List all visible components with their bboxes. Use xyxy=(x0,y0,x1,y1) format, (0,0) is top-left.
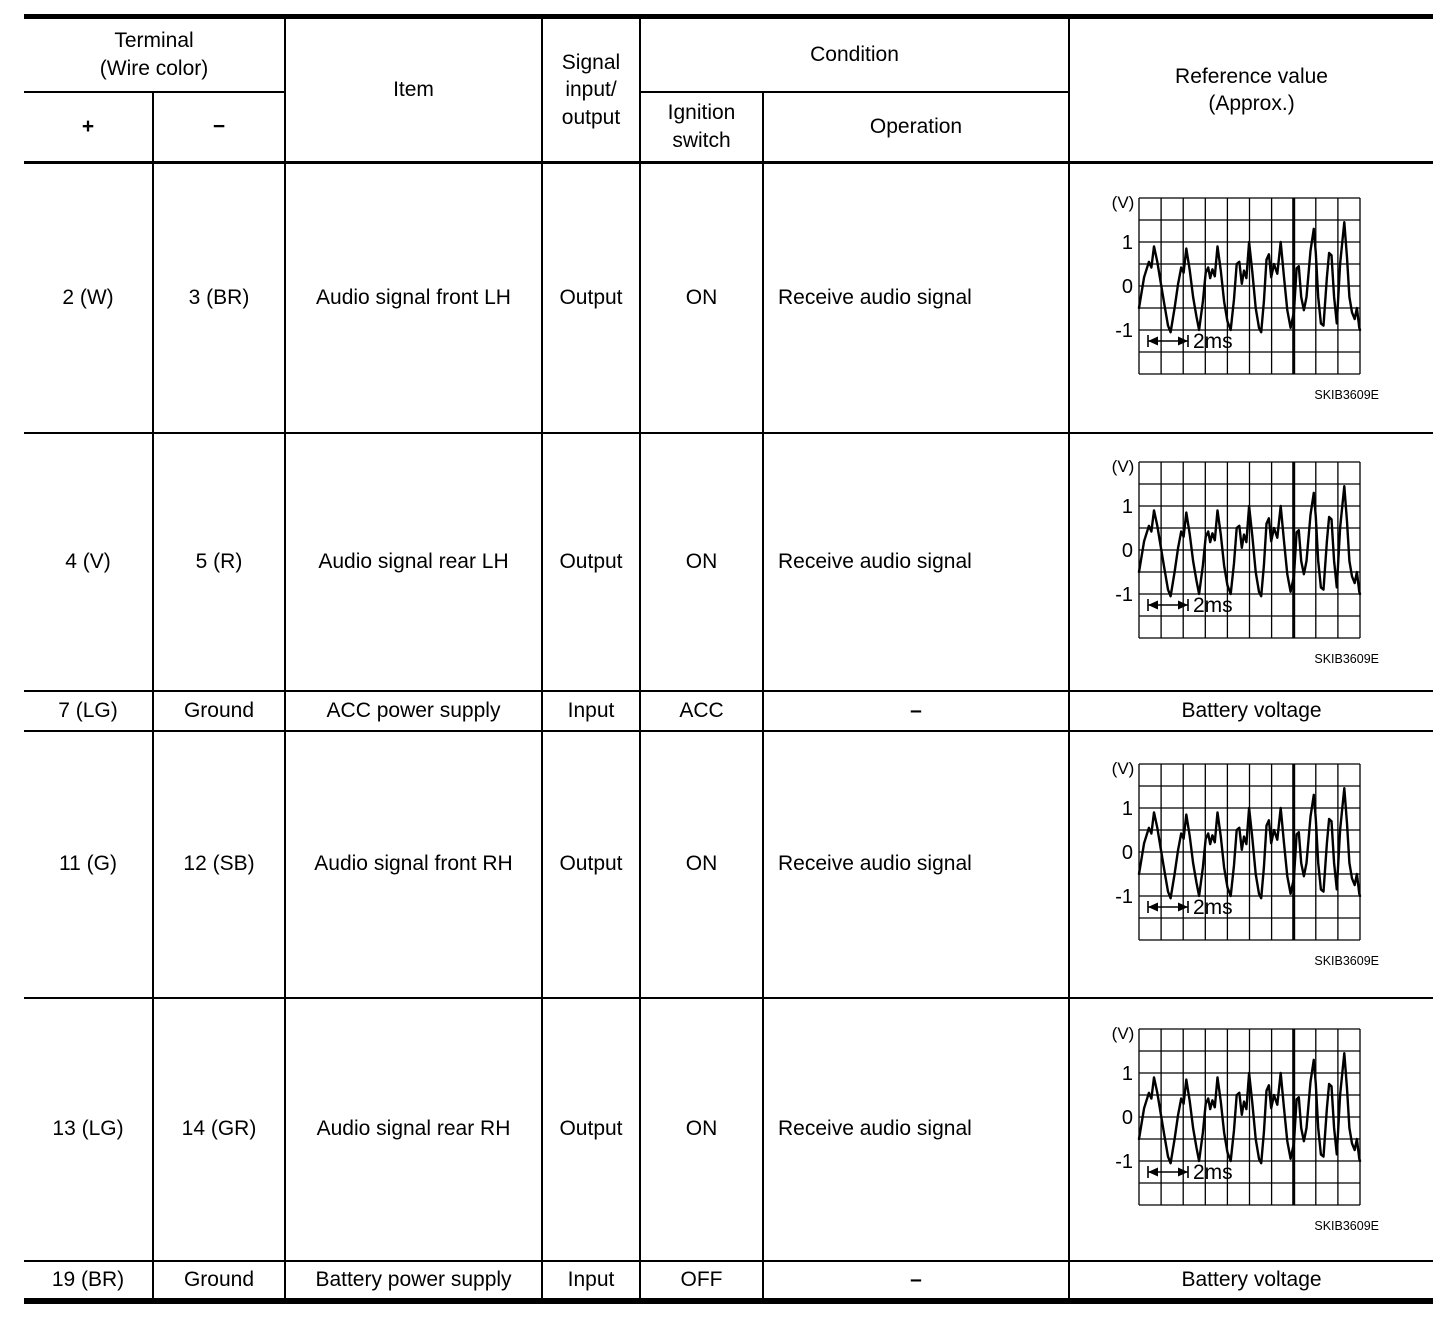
cell-item: Audio signal front RH xyxy=(284,729,543,999)
svg-text:2ms: 2ms xyxy=(1193,330,1233,353)
col-header-minus: − xyxy=(152,90,286,164)
svg-text:-1: -1 xyxy=(1115,886,1133,908)
svg-text:(V): (V) xyxy=(1111,193,1134,212)
cell-ignition-switch: ON xyxy=(639,161,764,434)
col-header-condition: Condition xyxy=(638,15,1071,93)
col-header-item: Item xyxy=(284,15,543,164)
svg-text:1: 1 xyxy=(1121,1063,1132,1085)
cell-signal-io: Output xyxy=(541,431,641,692)
cell-item: Audio signal front LH xyxy=(284,161,543,434)
cell-reference-value: Battery voltage xyxy=(1068,1259,1434,1302)
cell-signal-io: Output xyxy=(541,996,641,1262)
cell-operation: Receive audio signal xyxy=(761,431,1071,692)
cell-item: Audio signal rear RH xyxy=(284,996,543,1262)
cell-item: Battery power supply xyxy=(284,1259,543,1302)
col-header-plus: + xyxy=(24,90,154,164)
svg-text:1: 1 xyxy=(1121,496,1132,518)
cell-operation: – xyxy=(761,689,1071,732)
cell-terminal-plus: 2 (W) xyxy=(24,161,154,434)
waveform-chart: (V) 1 0 -1 2ms SKIB3609E xyxy=(1111,1024,1379,1233)
cell-reference-waveform: (V) 1 0 -1 2ms SKIB3609E xyxy=(1068,996,1434,1262)
waveform-chart: (V) 1 0 -1 2ms SKIB3609E xyxy=(1111,457,1379,666)
svg-text:2ms: 2ms xyxy=(1193,594,1233,617)
cell-terminal-plus: 13 (LG) xyxy=(24,996,154,1262)
table-row: 11 (G) 12 (SB) Audio signal front RH Out… xyxy=(24,729,1434,999)
cell-terminal-plus: 11 (G) xyxy=(24,729,154,999)
cell-terminal-plus: 19 (BR) xyxy=(24,1259,154,1302)
table-row: 2 (W) 3 (BR) Audio signal front LH Outpu… xyxy=(24,161,1434,434)
cell-ignition-switch: ACC xyxy=(639,689,764,732)
cell-operation: Receive audio signal xyxy=(761,996,1071,1262)
cell-signal-io: Output xyxy=(541,161,641,434)
cell-reference-waveform: (V) 1 0 -1 2ms SKIB3609E xyxy=(1068,431,1434,692)
cell-ignition-switch: OFF xyxy=(639,1259,764,1302)
col-header-signal-io: Signal input/ output xyxy=(541,15,641,164)
cell-terminal-plus: 7 (LG) xyxy=(24,689,154,732)
cell-operation: Receive audio signal xyxy=(761,729,1071,999)
cell-operation: – xyxy=(761,1259,1071,1302)
col-header-ignition-switch: Ignition switch xyxy=(639,90,764,164)
cell-signal-io: Input xyxy=(541,689,641,732)
cell-reference-waveform: (V) 1 0 -1 2ms SKIB3609E xyxy=(1068,161,1434,434)
cell-signal-io: Output xyxy=(541,729,641,999)
table-row: 13 (LG) 14 (GR) Audio signal rear RH Out… xyxy=(24,996,1434,1262)
svg-text:0: 0 xyxy=(1121,540,1132,562)
cell-terminal-minus: Ground xyxy=(152,689,286,732)
waveform-chart: (V) 1 0 -1 2ms SKIB3609E xyxy=(1111,759,1379,968)
cell-terminal-minus: 14 (GR) xyxy=(152,996,286,1262)
col-header-reference: Reference value (Approx.) xyxy=(1068,15,1434,164)
svg-text:(V): (V) xyxy=(1111,1024,1134,1043)
svg-text:1: 1 xyxy=(1121,798,1132,820)
cell-terminal-minus: Ground xyxy=(152,1259,286,1302)
svg-text:SKIB3609E: SKIB3609E xyxy=(1314,1219,1379,1233)
svg-text:0: 0 xyxy=(1121,1107,1132,1129)
cell-terminal-plus: 4 (V) xyxy=(24,431,154,692)
svg-text:-1: -1 xyxy=(1115,1151,1133,1173)
cell-item: ACC power supply xyxy=(284,689,543,732)
col-header-terminal: Terminal (Wire color) xyxy=(24,15,286,93)
svg-text:2ms: 2ms xyxy=(1193,896,1233,919)
svg-text:2ms: 2ms xyxy=(1193,1161,1233,1184)
cell-ignition-switch: ON xyxy=(639,729,764,999)
svg-text:(V): (V) xyxy=(1111,759,1134,778)
svg-text:SKIB3609E: SKIB3609E xyxy=(1314,388,1379,402)
cell-operation: Receive audio signal xyxy=(761,161,1071,434)
cell-signal-io: Input xyxy=(541,1259,641,1302)
svg-text:SKIB3609E: SKIB3609E xyxy=(1314,652,1379,666)
cell-reference-value: Battery voltage xyxy=(1068,689,1434,732)
cell-terminal-minus: 12 (SB) xyxy=(152,729,286,999)
svg-text:-1: -1 xyxy=(1115,584,1133,606)
cell-ignition-switch: ON xyxy=(639,996,764,1262)
cell-ignition-switch: ON xyxy=(639,431,764,692)
cell-reference-waveform: (V) 1 0 -1 2ms SKIB3609E xyxy=(1068,729,1434,999)
waveform-chart: (V) 1 0 -1 2ms SKIB3609E xyxy=(1111,193,1379,402)
table-row: 7 (LG) Ground ACC power supply Input ACC… xyxy=(24,689,1434,732)
cell-terminal-minus: 5 (R) xyxy=(152,431,286,692)
col-header-operation: Operation xyxy=(761,90,1070,164)
svg-text:(V): (V) xyxy=(1111,457,1134,476)
cell-terminal-minus: 3 (BR) xyxy=(152,161,286,434)
table-row: 19 (BR) Ground Battery power supply Inpu… xyxy=(24,1259,1434,1302)
cell-item: Audio signal rear LH xyxy=(284,431,543,692)
svg-text:0: 0 xyxy=(1121,842,1132,864)
svg-text:0: 0 xyxy=(1121,276,1132,298)
svg-text:SKIB3609E: SKIB3609E xyxy=(1314,954,1379,968)
svg-text:-1: -1 xyxy=(1115,320,1133,342)
table-row: 4 (V) 5 (R) Audio signal rear LH Output … xyxy=(24,431,1434,692)
svg-text:1: 1 xyxy=(1121,232,1132,254)
terminal-reference-table: Terminal (Wire color) Item Signal input/… xyxy=(24,14,1434,1304)
